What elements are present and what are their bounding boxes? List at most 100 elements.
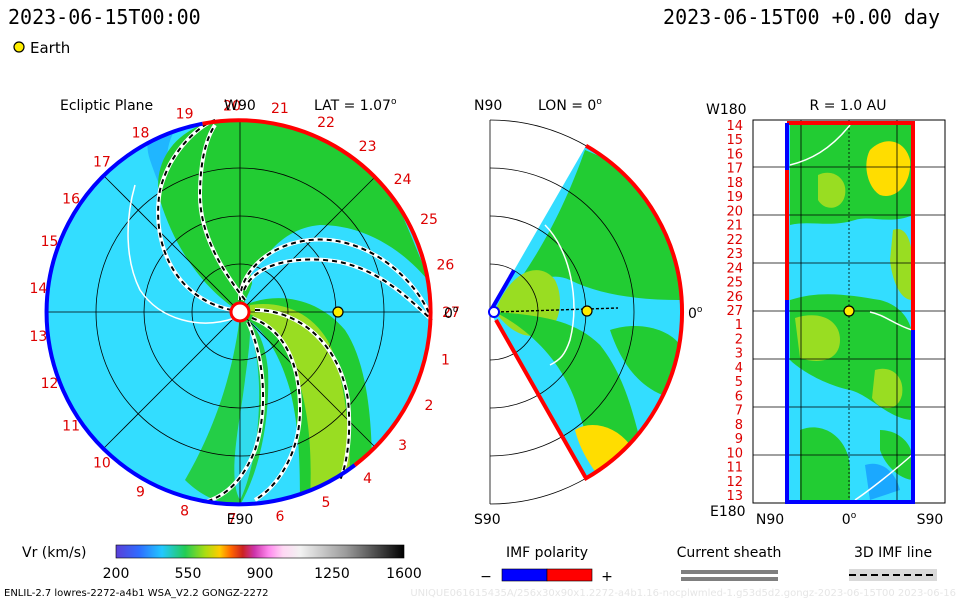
vr-colorbar-label: Vr (km/s) bbox=[22, 545, 86, 561]
carrington-label-8: 8 bbox=[180, 503, 189, 519]
ecliptic-yellowgreen-core bbox=[250, 304, 350, 500]
map-white-line-bottom bbox=[854, 454, 913, 501]
carrington-label-13: 13 bbox=[29, 329, 47, 345]
ecliptic-bottom-label: E90 bbox=[227, 512, 254, 528]
map-yellowgreen-mid2 bbox=[872, 368, 903, 409]
ecliptic-rim-negative bbox=[44, 121, 357, 507]
carrington-label-20: 20 bbox=[223, 98, 241, 114]
map-white-line-mid bbox=[869, 311, 913, 331]
imf-minus-label: − bbox=[480, 569, 492, 585]
imf-line-4-dash bbox=[251, 317, 302, 501]
sun-marker bbox=[229, 301, 251, 323]
map-y-label-25: 25 bbox=[726, 276, 743, 291]
map-y-label-5: 5 bbox=[735, 375, 743, 390]
carrington-label-18: 18 bbox=[132, 126, 150, 142]
map-y-label-8: 8 bbox=[735, 418, 743, 433]
imf-line-1-dash bbox=[157, 119, 233, 311]
meridional-panel: N90 S90 0o LON = 0o bbox=[474, 97, 703, 528]
map-y-label-3: 3 bbox=[735, 347, 743, 362]
meridional-yellow-lower bbox=[575, 425, 630, 478]
earth-legend-icon bbox=[13, 41, 25, 53]
ecliptic-lat-label: LAT = 1.07o bbox=[314, 97, 397, 114]
carrington-label-21: 21 bbox=[271, 101, 289, 117]
ecliptic-field-lines bbox=[127, 118, 434, 504]
carrington-label-7: 7 bbox=[228, 512, 237, 528]
map-y-labels: 1415161718192021222324252627123456789101… bbox=[726, 119, 743, 504]
ecliptic-right-label: 0o bbox=[444, 305, 459, 322]
earth-marker-ecliptic bbox=[332, 306, 344, 318]
vr-tick-900: 900 bbox=[247, 566, 274, 582]
map-y-label-26: 26 bbox=[726, 290, 743, 305]
map-green-bottom bbox=[800, 427, 850, 500]
map-yellowgreen-top bbox=[818, 172, 846, 208]
ecliptic-top-label: W90 bbox=[224, 98, 256, 114]
ecliptic-rim-positive bbox=[202, 118, 433, 467]
ecliptic-title: Ecliptic Plane bbox=[60, 98, 153, 114]
map-y-label-19: 19 bbox=[726, 190, 743, 205]
map-y-label-21: 21 bbox=[726, 219, 743, 234]
map-y-label-17: 17 bbox=[726, 162, 743, 177]
map-rim-positive bbox=[787, 121, 915, 330]
map-x-label-0: 0o bbox=[842, 511, 857, 528]
imf-negative-swatch bbox=[501, 568, 548, 582]
map-green-right-stripe bbox=[890, 229, 912, 300]
map-y-label-14: 14 bbox=[726, 119, 743, 134]
vr-tick-1250: 1250 bbox=[314, 566, 350, 582]
meridional-lon-label: LON = 0o bbox=[538, 97, 602, 114]
carrington-label-17: 17 bbox=[93, 154, 111, 170]
map-y-label-6: 6 bbox=[735, 389, 743, 404]
carrington-label-16: 16 bbox=[62, 191, 80, 207]
carrington-label-15: 15 bbox=[41, 234, 59, 250]
header-right-timestamp: 2023-06-15T00 +0.00 day bbox=[663, 5, 940, 29]
vr-colorbar: Vr (km/s) 200 550 900 1250 1600 bbox=[22, 544, 422, 582]
carrington-label-26: 26 bbox=[436, 257, 454, 273]
map-y-label-16: 16 bbox=[726, 148, 743, 163]
earth-marker-meridional bbox=[581, 305, 593, 317]
carrington-label-24: 24 bbox=[394, 172, 412, 188]
imf-polarity-legend: IMF polarity − + bbox=[480, 545, 613, 585]
white-sheath-line bbox=[127, 184, 236, 324]
imf-line-3-dash bbox=[243, 258, 433, 321]
carrington-label-2: 2 bbox=[425, 398, 434, 414]
meridional-right-label: 0o bbox=[688, 305, 703, 322]
imf-3d-label: 3D IMF line bbox=[854, 545, 932, 561]
carrington-label-3: 3 bbox=[398, 438, 407, 454]
meridional-rim-negative bbox=[488, 269, 516, 313]
carrington-label-9: 9 bbox=[136, 484, 145, 500]
imf-line-7 bbox=[204, 321, 266, 504]
current-sheath-swatch-top bbox=[681, 570, 778, 574]
ecliptic-cyan-island bbox=[250, 241, 425, 300]
current-sheath-legend: Current sheath bbox=[677, 545, 782, 581]
meridional-top-label: N90 bbox=[474, 98, 502, 114]
map-bottom-left-label: E180 bbox=[710, 504, 746, 520]
meridional-green-right bbox=[610, 325, 680, 400]
map-y-label-1: 1 bbox=[735, 318, 743, 333]
current-sheath-swatch-bottom bbox=[681, 577, 778, 581]
meridional-white-line bbox=[544, 224, 575, 366]
map-yellowgreen-mid bbox=[795, 315, 840, 361]
map-rim-negative-left bbox=[785, 123, 915, 504]
map-title: R = 1.0 AU bbox=[810, 98, 887, 114]
map-panel: 1415161718192021222324252627123456789101… bbox=[706, 98, 946, 528]
carrington-label-12: 12 bbox=[41, 376, 59, 392]
map-y-label-9: 9 bbox=[735, 432, 743, 447]
carrington-label-4: 4 bbox=[363, 471, 372, 487]
map-y-label-24: 24 bbox=[726, 261, 743, 276]
map-y-label-7: 7 bbox=[735, 404, 743, 419]
carrington-label-5: 5 bbox=[322, 495, 331, 511]
carrington-label-6: 6 bbox=[275, 509, 284, 525]
map-y-label-22: 22 bbox=[726, 233, 743, 248]
header-left-timestamp: 2023-06-15T00:00 bbox=[8, 5, 201, 29]
ecliptic-grid bbox=[48, 120, 432, 504]
carrington-label-19: 19 bbox=[176, 107, 194, 123]
footer-left-text: ENLIL-2.7 lowres-2272-a4b1 WSA_V2.2 GONG… bbox=[4, 588, 269, 599]
meridional-earth-line bbox=[495, 307, 619, 313]
carrington-label-1: 1 bbox=[441, 353, 450, 369]
map-white-line-top bbox=[789, 124, 851, 166]
imf-polarity-label: IMF polarity bbox=[506, 545, 588, 561]
current-sheath-label: Current sheath bbox=[677, 545, 782, 561]
earth-legend-label: Earth bbox=[30, 39, 70, 57]
map-y-label-11: 11 bbox=[726, 461, 743, 476]
map-y-label-27: 27 bbox=[726, 304, 743, 319]
